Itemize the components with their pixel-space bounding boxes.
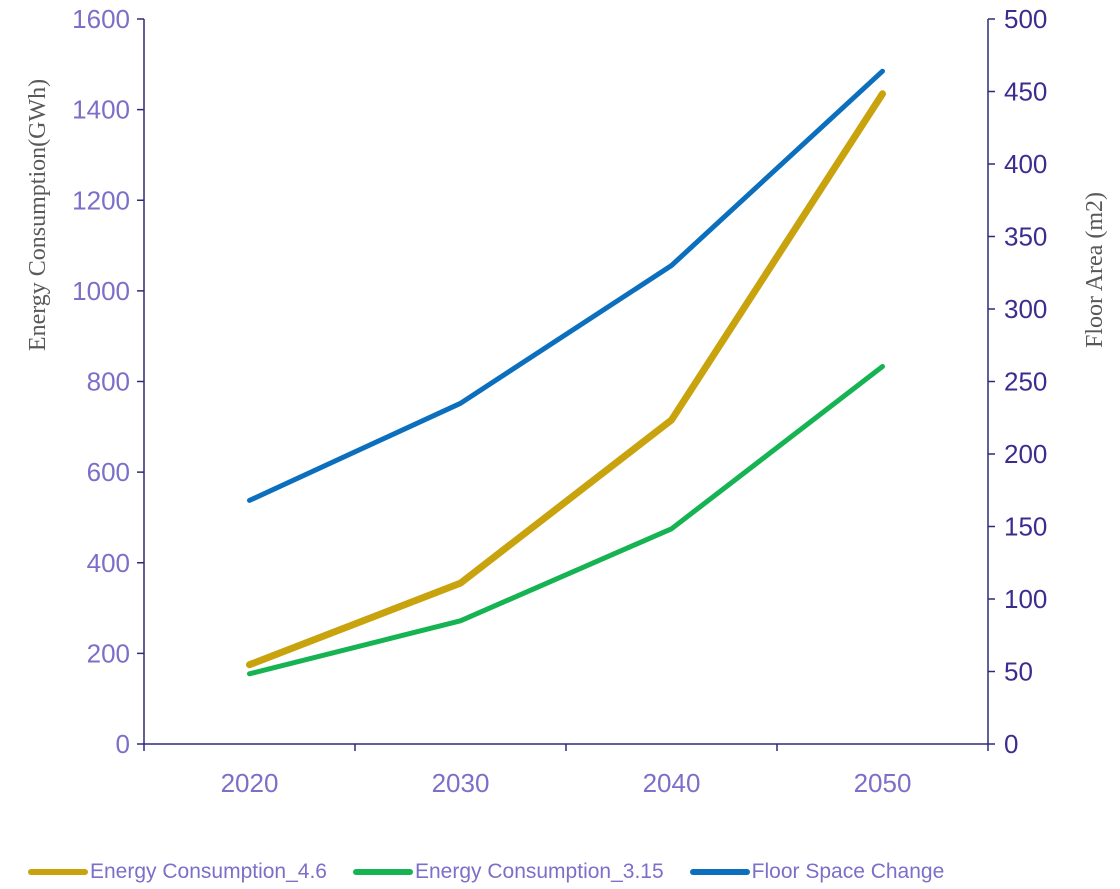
legend-label-energy-4-6: Energy Consumption_4.6 (90, 860, 327, 883)
right-tick-label: 300 (1004, 294, 1047, 324)
legend-swatch-energy-3-15 (352, 869, 413, 875)
series-line-3 (247, 68, 885, 503)
legend-label-floor-space: Floor Space Change (751, 860, 945, 883)
left-tick-label: 800 (87, 367, 130, 397)
series-line-1 (246, 90, 886, 669)
left-tick-label: 200 (87, 638, 130, 668)
right-tick-label: 50 (1004, 657, 1033, 687)
right-tick-label: 450 (1004, 77, 1047, 107)
legend-label-energy-3-15: Energy Consumption_3.15 (414, 860, 664, 883)
legend-swatch-floor-space (689, 869, 750, 875)
series-line-2 (247, 364, 885, 677)
right-tick-label: 500 (1004, 4, 1047, 34)
left-axis-ticks: 0 200 400 600 800 1000 1200 1400 1600 (72, 4, 144, 759)
dual-axis-line-chart: 0 200 400 600 800 1000 1200 1400 1600 0 50 100 150 2… (25, 4, 1108, 798)
right-tick-label: 400 (1004, 149, 1047, 179)
x-tick-label: 2050 (854, 768, 912, 798)
right-tick-label: 0 (1004, 729, 1018, 759)
left-tick-label: 1200 (72, 185, 130, 215)
right-tick-label: 100 (1004, 584, 1047, 614)
legend-swatch-energy-4-6 (28, 869, 88, 875)
x-axis-ticks: 2020 2030 2040 2050 (143, 744, 989, 798)
plot-lines (246, 68, 886, 677)
left-tick-label: 1400 (72, 95, 130, 125)
left-tick-label: 1000 (72, 276, 130, 306)
x-tick-label: 2030 (432, 768, 490, 798)
left-axis-title: Energy Consumption(GWh) (25, 79, 51, 351)
right-tick-label: 350 (1004, 222, 1047, 252)
left-tick-label: 600 (87, 457, 130, 487)
left-tick-label: 0 (116, 729, 130, 759)
legend-item-floor-space: Floor Space Change (689, 860, 945, 884)
left-tick-label: 1600 (72, 4, 130, 34)
legend-item-energy-3-15: Energy Consumption_3.15 (352, 860, 664, 884)
right-axis-ticks: 0 50 100 150 200 250 300 350 400 450 500 (988, 4, 1047, 759)
left-tick-label: 400 (87, 548, 130, 578)
legend-item-energy-4-6: Energy Consumption_4.6 (28, 860, 327, 884)
x-tick-label: 2020 (221, 768, 279, 798)
right-tick-label: 250 (1004, 367, 1047, 397)
right-tick-label: 200 (1004, 439, 1047, 469)
right-tick-label: 150 (1004, 512, 1047, 542)
x-tick-label: 2040 (643, 768, 701, 798)
right-axis-title: Floor Area (m2) (1082, 192, 1108, 348)
chart-legend: Energy Consumption_4.6 Energy Consumptio… (28, 857, 944, 887)
